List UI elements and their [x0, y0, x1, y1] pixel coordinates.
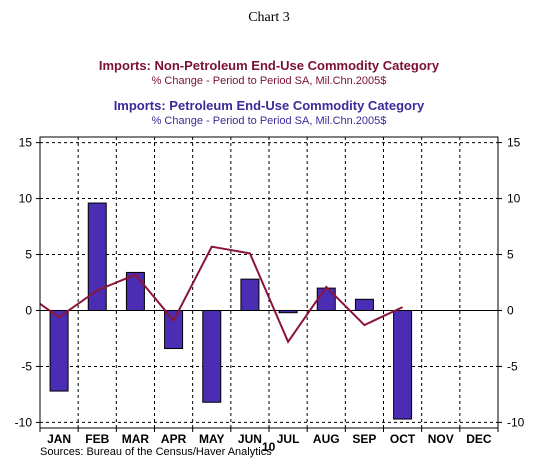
bar-aug — [316, 287, 336, 311]
x-tick-label-apr: APR — [161, 432, 187, 446]
x-tick-label-mar: MAR — [122, 432, 150, 446]
x-tick-label-aug: AUG — [313, 432, 340, 446]
y-tick-label-right: 0 — [507, 303, 514, 317]
chart-number: Chart 3 — [248, 10, 290, 25]
x-tick-label-feb: FEB — [85, 432, 109, 446]
y-tick-label-left: -5 — [21, 359, 32, 373]
subtitle-non-petroleum: % Change - Period to Period SA, Mil.Chn.… — [151, 75, 387, 87]
y-tick-label-left: 15 — [19, 136, 33, 150]
year-label: 10 — [262, 440, 276, 454]
subtitle-petroleum: % Change - Period to Period SA, Mil.Chn.… — [151, 115, 387, 127]
bar-apr — [164, 309, 184, 350]
x-tick-label-jul: JUL — [277, 432, 300, 446]
y-tick-label-right: -10 — [507, 415, 525, 429]
y-tick-label-left: 5 — [25, 248, 32, 262]
y-tick-label-left: 0 — [25, 303, 32, 317]
source-note: Sources: Bureau of the Census/Haver Anal… — [40, 446, 272, 458]
x-tick-label-oct: OCT — [390, 432, 416, 446]
title-petroleum: Imports: Petroleum End-Use Commodity Cat… — [113, 98, 425, 113]
y-tick-label-right: 15 — [507, 136, 521, 150]
bar-may — [202, 309, 222, 403]
x-tick-label-sep: SEP — [352, 432, 376, 446]
y-tick-label-left: -10 — [15, 415, 33, 429]
y-tick-label-right: 5 — [507, 248, 514, 262]
line-series — [39, 245, 404, 344]
y-tick-label-right: -5 — [507, 359, 518, 373]
x-tick-label-jan: JAN — [47, 432, 71, 446]
bar-oct — [393, 309, 413, 420]
x-tick-label-may: MAY — [199, 432, 225, 446]
bar-jan — [49, 309, 69, 392]
x-tick-label-dec: DEC — [466, 432, 492, 446]
x-tick-label-jun: JUN — [238, 432, 262, 446]
title-non-petroleum: Imports: Non-Petroleum End-Use Commodity… — [98, 58, 440, 73]
y-tick-label-left: 10 — [19, 192, 33, 206]
bar-jun — [240, 278, 260, 311]
y-tick-label-right: 10 — [507, 192, 521, 206]
bar-sep — [354, 298, 374, 311]
x-tick-label-nov: NOV — [428, 432, 454, 446]
